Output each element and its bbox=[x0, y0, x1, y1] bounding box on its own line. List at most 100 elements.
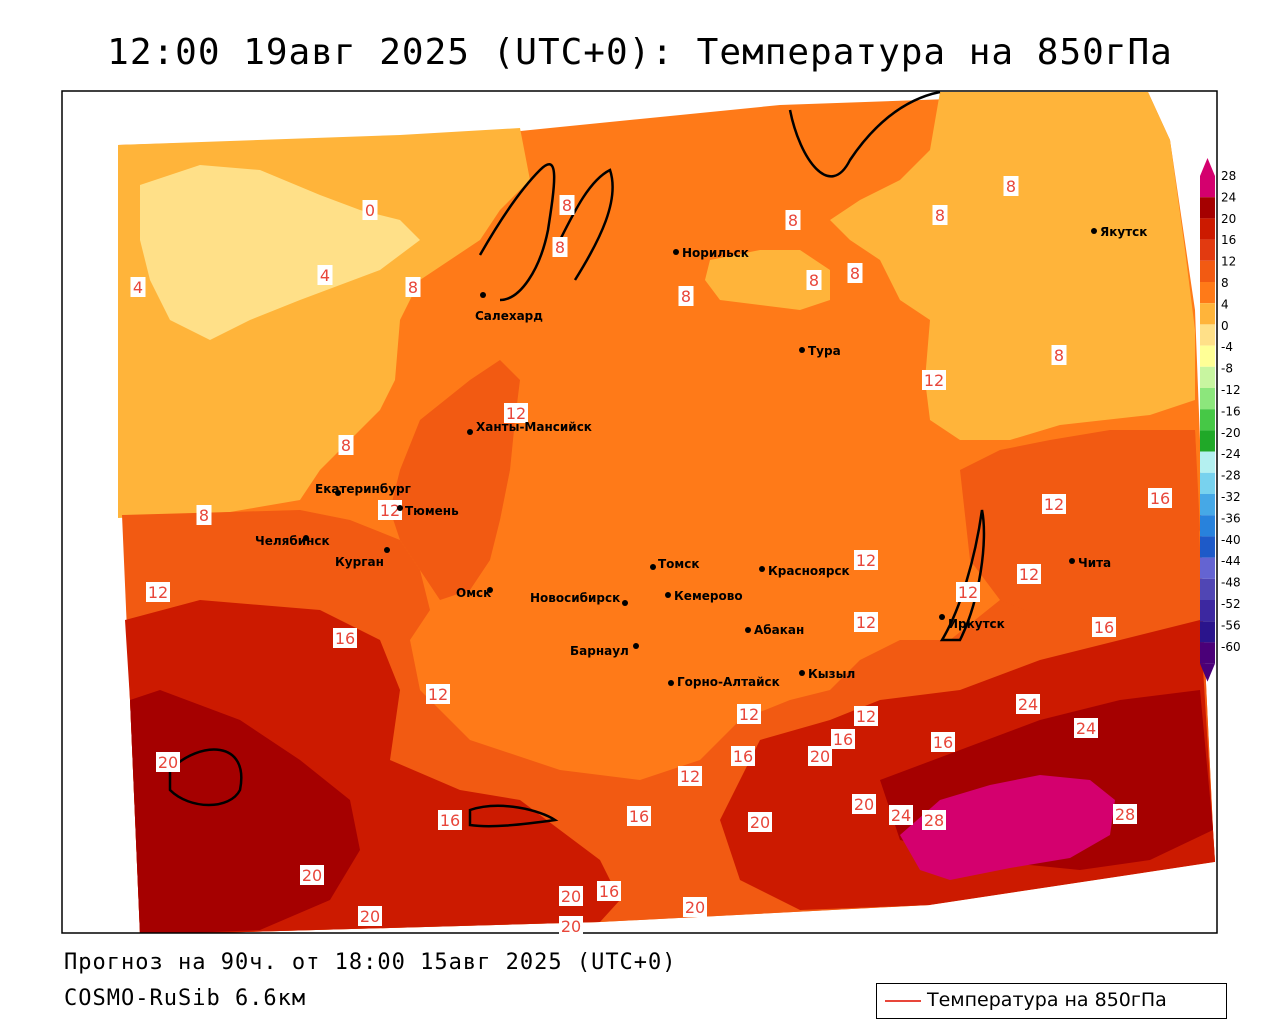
colorbar-tick-label: 0 bbox=[1221, 319, 1229, 333]
outside-domain-se bbox=[930, 862, 1217, 933]
contour-label: 20 bbox=[559, 916, 583, 936]
contour-label: 8 bbox=[552, 237, 568, 257]
zone-8-norilsk bbox=[705, 250, 830, 310]
svg-text:20: 20 bbox=[750, 813, 770, 832]
svg-text:12: 12 bbox=[856, 613, 876, 632]
city-dot bbox=[665, 592, 671, 598]
colorbar-tick-label: -8 bbox=[1221, 362, 1233, 376]
colorbar-segment bbox=[1200, 197, 1215, 219]
svg-text:12: 12 bbox=[1044, 495, 1064, 514]
svg-text:8: 8 bbox=[935, 206, 945, 225]
colorbar-segment bbox=[1200, 430, 1215, 452]
city-dot bbox=[745, 627, 751, 633]
legend-label: Температура на 850гПа bbox=[927, 989, 1167, 1011]
contour-label: 12 bbox=[854, 550, 878, 570]
contour-label: 12 bbox=[1042, 494, 1066, 514]
contour-label: 8 bbox=[196, 505, 212, 525]
colorbar-tick-label: -40 bbox=[1221, 533, 1241, 547]
city-dot bbox=[335, 490, 341, 496]
city-dot bbox=[673, 249, 679, 255]
lake-baikal bbox=[939, 509, 986, 642]
svg-text:8: 8 bbox=[850, 264, 860, 283]
city-dot bbox=[650, 564, 656, 570]
svg-text:20: 20 bbox=[810, 747, 830, 766]
svg-text:0: 0 bbox=[365, 201, 375, 220]
colorbar-tick-label: 24 bbox=[1221, 190, 1236, 204]
contour-label: 8 bbox=[785, 210, 801, 230]
svg-text:12: 12 bbox=[506, 404, 526, 423]
contour-label: 8 bbox=[405, 277, 421, 297]
svg-text:16: 16 bbox=[599, 882, 619, 901]
colorbar-segment bbox=[1200, 494, 1215, 516]
colorbar-tick-label: -28 bbox=[1221, 469, 1241, 483]
contour-label: 12 bbox=[1017, 564, 1041, 584]
arctic-coast-east bbox=[788, 90, 941, 178]
colorbar-tick-label: -20 bbox=[1221, 426, 1241, 440]
contour-label: 12 bbox=[504, 403, 528, 423]
city-marker: Салехард bbox=[475, 292, 543, 323]
city-label: Кемерово bbox=[674, 589, 743, 603]
colorbar-top-arrow bbox=[1200, 158, 1215, 176]
city-marker: Чита bbox=[1069, 556, 1111, 570]
zone-12-ob bbox=[390, 360, 520, 600]
colorbar-tick-label: -24 bbox=[1221, 447, 1241, 461]
map-frame bbox=[61, 90, 1218, 934]
svg-text:8: 8 bbox=[788, 211, 798, 230]
contour-label: 24 bbox=[1074, 718, 1098, 738]
city-dot bbox=[467, 429, 473, 435]
city-layer: Салехард Норильск Тура Якутск Ханты-Мансийск… bbox=[255, 225, 1147, 689]
contour-label: 16 bbox=[831, 729, 855, 749]
model-line: COSMO-RuSib 6.6км bbox=[64, 986, 307, 1011]
city-dot bbox=[1069, 558, 1075, 564]
contour-label: 16 bbox=[438, 810, 462, 830]
city-label: Чита bbox=[1078, 556, 1111, 570]
city-marker: Екатеринбург bbox=[315, 482, 411, 496]
city-marker: Якутск bbox=[1091, 225, 1147, 239]
contour-label: 12 bbox=[737, 704, 761, 724]
city-label: Томск bbox=[658, 557, 700, 571]
colorbar-segment bbox=[1200, 536, 1215, 558]
svg-text:16: 16 bbox=[933, 733, 953, 752]
svg-text:12: 12 bbox=[924, 371, 944, 390]
city-label: Иркутск bbox=[948, 617, 1005, 631]
city-dot bbox=[480, 292, 486, 298]
colorbar-tick-label: 4 bbox=[1221, 297, 1229, 311]
city-dot bbox=[668, 680, 674, 686]
colorbar-segment bbox=[1200, 282, 1215, 304]
city-marker: Кемерово bbox=[665, 589, 743, 603]
city-marker: Ханты-Мансийск bbox=[467, 420, 592, 435]
colorbar-segment bbox=[1200, 260, 1215, 282]
city-label: Барнаул bbox=[570, 644, 629, 658]
contour-label: 8 bbox=[678, 286, 694, 306]
city-dot bbox=[799, 670, 805, 676]
city-label: Красноярск bbox=[768, 564, 850, 578]
colorbar-segment bbox=[1200, 345, 1215, 367]
colorbar-tick-label: -48 bbox=[1221, 576, 1241, 590]
city-dot bbox=[397, 505, 403, 511]
contour-label: 28 bbox=[1113, 804, 1137, 824]
colorbar-tick-label: 16 bbox=[1221, 233, 1236, 247]
map-title: 12:00 19авг 2025 (UTC+0): Температура на… bbox=[107, 32, 1173, 73]
svg-text:24: 24 bbox=[891, 806, 911, 825]
city-dot bbox=[622, 600, 628, 606]
svg-text:8: 8 bbox=[681, 287, 691, 306]
contour-label: 20 bbox=[748, 812, 772, 832]
contour-label: 20 bbox=[559, 886, 583, 906]
coastlines bbox=[168, 90, 986, 828]
contour-label: 12 bbox=[922, 370, 946, 390]
legend-line-swatch bbox=[885, 1000, 921, 1002]
contour-label: 16 bbox=[597, 881, 621, 901]
city-label: Абакан bbox=[754, 623, 804, 637]
city-label: Омск bbox=[456, 586, 491, 600]
contour-label: 12 bbox=[956, 582, 980, 602]
city-marker: Иркутск bbox=[939, 614, 1005, 631]
contour-label: 8 bbox=[932, 205, 948, 225]
contour-label: 12 bbox=[854, 612, 878, 632]
svg-text:8: 8 bbox=[199, 506, 209, 525]
svg-text:12: 12 bbox=[148, 583, 168, 602]
svg-text:8: 8 bbox=[1054, 346, 1064, 365]
svg-text:16: 16 bbox=[833, 730, 853, 749]
contour-label: 28 bbox=[922, 810, 946, 830]
colorbar-segment bbox=[1200, 578, 1215, 600]
svg-text:24: 24 bbox=[1018, 695, 1038, 714]
